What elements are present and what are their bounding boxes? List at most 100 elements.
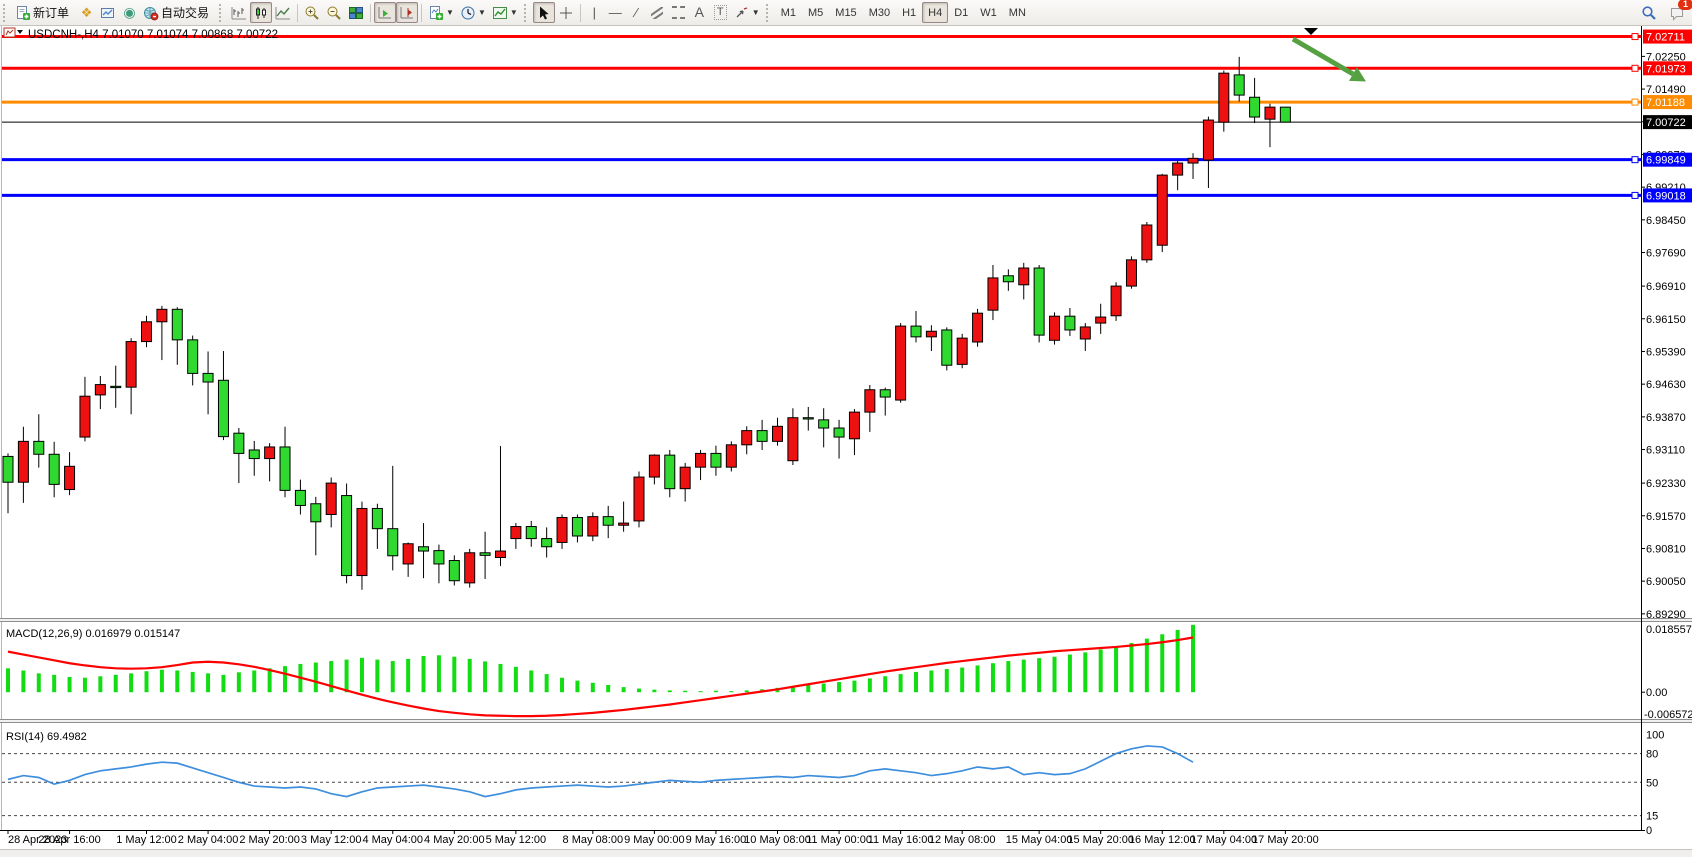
price-tick-label: 6.90810 [1646, 543, 1686, 555]
toolbar-grip[interactable] [523, 3, 529, 22]
chart-menu-caret[interactable] [17, 30, 23, 34]
macd-histogram-bar [175, 670, 180, 693]
fibonacci-button[interactable] [668, 2, 689, 23]
chart-shift-button[interactable] [396, 2, 419, 23]
tile-windows-button[interactable] [345, 2, 367, 23]
candle [1279, 106, 1291, 123]
trendline-button[interactable]: ∕ [626, 2, 647, 23]
arrow-annotation[interactable] [1291, 36, 1355, 77]
signals-button[interactable]: ◉ [119, 2, 140, 23]
trendline-icon: ∕ [635, 5, 638, 20]
candle [695, 452, 707, 468]
candle [1110, 285, 1122, 317]
zoom-in-button[interactable] [301, 2, 323, 23]
candle [448, 560, 460, 582]
arrows-button[interactable]: ▼ [731, 2, 763, 23]
price-axis[interactable]: 7.022507.014907.007306.999706.992106.984… [1641, 25, 1692, 830]
tab-timeframe-d1[interactable]: D1 [954, 6, 969, 19]
hline-handle[interactable] [1631, 156, 1639, 164]
toolbar-grip[interactable] [3, 3, 8, 22]
tab-timeframe-m5[interactable]: M5 [808, 6, 824, 19]
rsi-level-label: 100 [1646, 730, 1664, 742]
macd-histogram-bar [467, 658, 472, 693]
chart-window-button[interactable] [97, 2, 119, 23]
candle [679, 466, 691, 490]
candle [464, 552, 476, 584]
text-button[interactable]: A [689, 2, 710, 23]
chart-shift-marker[interactable] [1304, 28, 1318, 35]
toolbar-grip[interactable] [765, 3, 771, 22]
tab-timeframe-m15[interactable]: M15 [835, 6, 857, 19]
macd-histogram-bar [159, 669, 164, 693]
macd-histogram-bar [144, 671, 149, 693]
crosshair-button[interactable] [555, 2, 577, 23]
new-order-button[interactable]: 新订单 [12, 2, 76, 23]
vertical-line-button[interactable]: | [584, 2, 605, 23]
time-tick-label: 17 May 04:00 [1190, 834, 1257, 846]
line-chart-button[interactable] [272, 2, 294, 23]
candle [310, 503, 322, 523]
rsi-label: RSI(14) 69.4982 [6, 731, 87, 743]
hline-handle[interactable] [1631, 98, 1639, 106]
macd-histogram-bar [1144, 638, 1149, 693]
tab-timeframe-mn[interactable]: MN [1008, 6, 1026, 19]
price-tick-label: 6.94630 [1646, 379, 1686, 391]
periods-button[interactable]: ▼ [457, 2, 489, 23]
macd-histogram-bar [1191, 624, 1196, 693]
horizontal-lines[interactable] [2, 33, 1641, 199]
candle [402, 543, 414, 565]
new-order-icon [17, 5, 30, 20]
hline-handle[interactable] [1631, 33, 1639, 41]
indicators-button[interactable]: ▼ [425, 2, 457, 23]
zoom-in-icon [305, 6, 319, 20]
bar-chart-button[interactable] [228, 2, 250, 23]
hline-handle[interactable] [1631, 64, 1639, 72]
candlestick-chart-button[interactable] [250, 2, 273, 23]
macd-histogram-bar [513, 666, 518, 693]
vertical-line-icon: | [592, 5, 596, 20]
candle [356, 507, 368, 577]
autotrading-button[interactable]: 自动交易 [140, 2, 216, 23]
hline-handle[interactable] [1631, 191, 1639, 199]
tab-timeframe-w1[interactable]: W1 [980, 6, 997, 19]
cursor-button[interactable] [532, 2, 555, 23]
macd-histogram-bar [1160, 634, 1165, 693]
notifications-button[interactable]: 1 [1666, 0, 1692, 23]
time-tick-label: 1 May 12:00 [116, 834, 177, 846]
time-tick-label: 10 May 08:00 [744, 834, 811, 846]
price-tick-label: 6.93870 [1646, 412, 1686, 424]
templates-button[interactable]: ▼ [489, 2, 521, 23]
macd-histogram-bar [975, 665, 980, 693]
search-button[interactable] [1638, 2, 1660, 23]
macd-histogram-bar [960, 667, 965, 693]
tab-timeframe-m30[interactable]: M30 [868, 6, 891, 19]
candle [879, 389, 891, 398]
candle [833, 427, 845, 438]
periods-icon [461, 6, 475, 19]
macd-histogram-bar [406, 658, 411, 693]
time-tick-label: 2 May 04:00 [178, 834, 239, 846]
price-tag-7.01188 [1643, 95, 1692, 110]
macd-histogram-bar [498, 663, 503, 693]
channel-button[interactable] [647, 2, 668, 23]
channel-icon [651, 6, 664, 19]
candle [48, 453, 60, 485]
main-toolbar: 新订单 ❖ ◉ 自动交易 [0, 0, 1692, 26]
tab-timeframe-m1[interactable]: M1 [780, 6, 796, 19]
text-label-button[interactable]: T [710, 2, 731, 23]
toolbar-grip[interactable] [219, 3, 224, 22]
time-tick-label: 4 May 20:00 [424, 834, 485, 846]
tab-timeframe-h4[interactable]: H4 [922, 2, 949, 23]
tab-timeframe-h1[interactable]: H1 [902, 6, 917, 19]
macd-histogram-bar [1067, 654, 1072, 693]
time-tick-label: 15 May 20:00 [1067, 834, 1134, 846]
auto-scroll-button[interactable] [374, 2, 397, 23]
candle [602, 516, 614, 526]
cursor-icon [539, 6, 549, 19]
zoom-out-button[interactable] [323, 2, 345, 23]
profiles-button[interactable]: ❖ [76, 2, 97, 23]
price-tag-label: 7.00722 [1646, 117, 1686, 129]
horizontal-line-button[interactable]: — [605, 2, 626, 23]
